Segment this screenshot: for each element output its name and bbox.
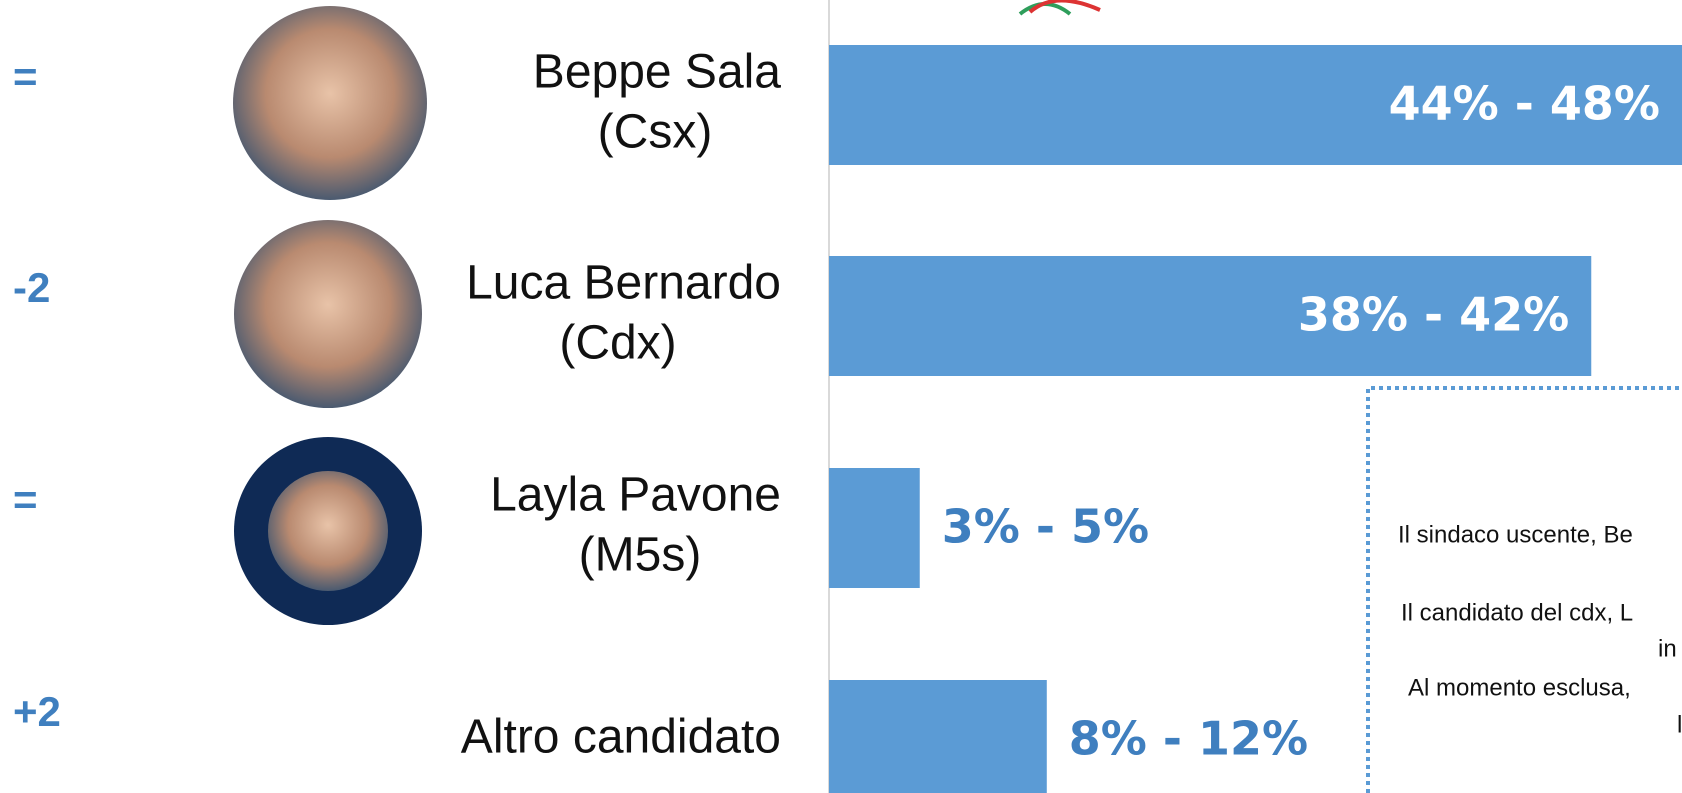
candidate-name: Luca Bernardo (466, 257, 781, 310)
value-label: 44% - 48% (1389, 77, 1660, 131)
candidate-name: (M5s) (579, 529, 702, 582)
candidate-name: Layla Pavone (490, 469, 781, 522)
photos (233, 6, 427, 625)
candidate-name: (Csx) (598, 106, 713, 159)
bar (829, 468, 920, 588)
note-line: in (1658, 635, 1677, 662)
note-line: Il candidato del cdx, L (1401, 599, 1633, 626)
note-line: Il sindaco uscente, Be (1398, 521, 1633, 548)
candidate-name: Altro candidato (461, 711, 781, 764)
value-label: 8% - 12% (1069, 712, 1308, 766)
photo (234, 220, 422, 408)
change-label: -2 (13, 264, 50, 311)
bar (829, 680, 1047, 793)
photo (233, 6, 427, 200)
photo (268, 471, 388, 591)
candidate-name: Beppe Sala (533, 46, 782, 99)
change-label: = (13, 476, 38, 523)
value-label: 3% - 5% (942, 500, 1149, 554)
note-box (1368, 388, 1682, 793)
candidate-name: (Cdx) (559, 317, 676, 370)
note-line: Al momento esclusa, (1408, 674, 1631, 701)
logo (1020, 0, 1100, 14)
value-label: 38% - 42% (1298, 288, 1569, 342)
chart: = Beppe Sala (Csx) 44% - 48% -2 Luca Bernardo… (0, 0, 1682, 793)
note-line: l (1677, 711, 1682, 738)
page: = Beppe Sala (Csx) 44% - 48% -2 Luca Bernardo… (0, 0, 1682, 793)
change-label: = (13, 53, 38, 100)
change-label: +2 (13, 688, 61, 735)
